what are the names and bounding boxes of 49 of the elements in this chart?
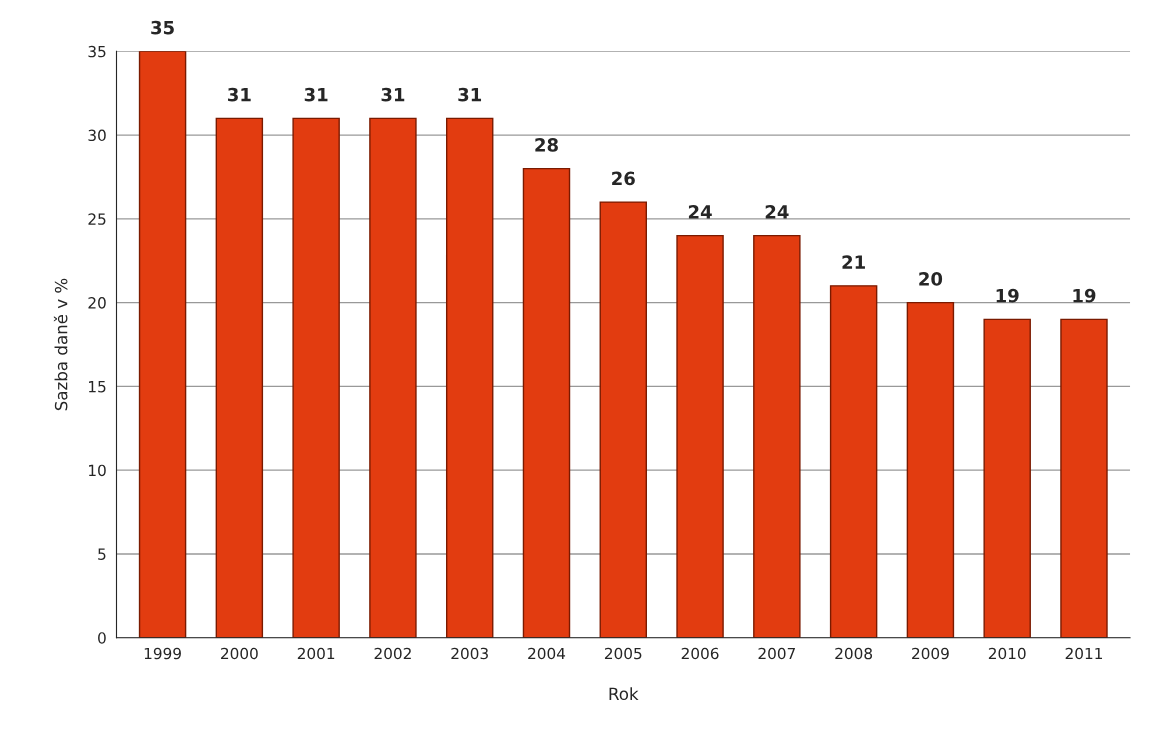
bar bbox=[829, 285, 878, 638]
bar bbox=[753, 234, 801, 638]
bar bbox=[522, 167, 571, 638]
y-tick-label: 15 bbox=[89, 381, 106, 393]
y-tick-label: 25 bbox=[88, 213, 106, 225]
data-label: 21 bbox=[842, 255, 865, 269]
data-label: 19 bbox=[1073, 288, 1096, 303]
x-tick-label: 2006 bbox=[681, 647, 719, 660]
x-tick-label: 2011 bbox=[1065, 647, 1103, 660]
y-tick-label: 5 bbox=[98, 548, 106, 560]
bar bbox=[138, 51, 187, 638]
x-axis-title: Rok bbox=[609, 687, 639, 701]
x-tick-label: 2008 bbox=[835, 647, 873, 660]
data-label: 19 bbox=[996, 288, 1019, 303]
bar bbox=[676, 234, 724, 638]
data-label: 20 bbox=[919, 272, 943, 286]
x-tick-label: 2010 bbox=[988, 647, 1026, 660]
x-tick-label: 2005 bbox=[604, 647, 642, 660]
data-label: 31 bbox=[381, 87, 405, 102]
x-tick-label: 2009 bbox=[912, 647, 949, 660]
data-label: 24 bbox=[765, 205, 789, 219]
y-tick-label: 10 bbox=[89, 464, 106, 477]
x-tick-label: 2007 bbox=[758, 647, 795, 660]
data-label: 35 bbox=[151, 20, 174, 35]
bar bbox=[1060, 318, 1108, 638]
data-label: 26 bbox=[612, 171, 635, 186]
bar bbox=[906, 301, 955, 638]
data-label: 31 bbox=[228, 87, 251, 102]
y-tick-label: 30 bbox=[88, 129, 106, 142]
x-tick-label: 2001 bbox=[297, 647, 335, 660]
x-tick-label: 2003 bbox=[451, 647, 488, 660]
y-tick-label: 20 bbox=[88, 297, 106, 309]
y-axis-title: Sazba daně v % bbox=[53, 278, 68, 411]
x-tick-label: 1999 bbox=[144, 647, 181, 660]
y-tick-label: 0 bbox=[98, 632, 106, 644]
x-tick-label: 2000 bbox=[221, 647, 258, 660]
data-label: 24 bbox=[688, 205, 712, 219]
bar bbox=[445, 117, 494, 638]
x-tick-label: 2002 bbox=[374, 647, 411, 660]
bar bbox=[599, 201, 648, 638]
data-label: 28 bbox=[535, 138, 558, 152]
y-tick-label: 35 bbox=[88, 45, 106, 58]
bar bbox=[369, 117, 417, 638]
bar bbox=[292, 117, 340, 638]
x-tick-label: 2004 bbox=[528, 647, 566, 660]
bar bbox=[983, 318, 1031, 638]
bar bbox=[215, 117, 264, 638]
data-label: 31 bbox=[458, 87, 482, 102]
data-label: 31 bbox=[304, 87, 328, 102]
